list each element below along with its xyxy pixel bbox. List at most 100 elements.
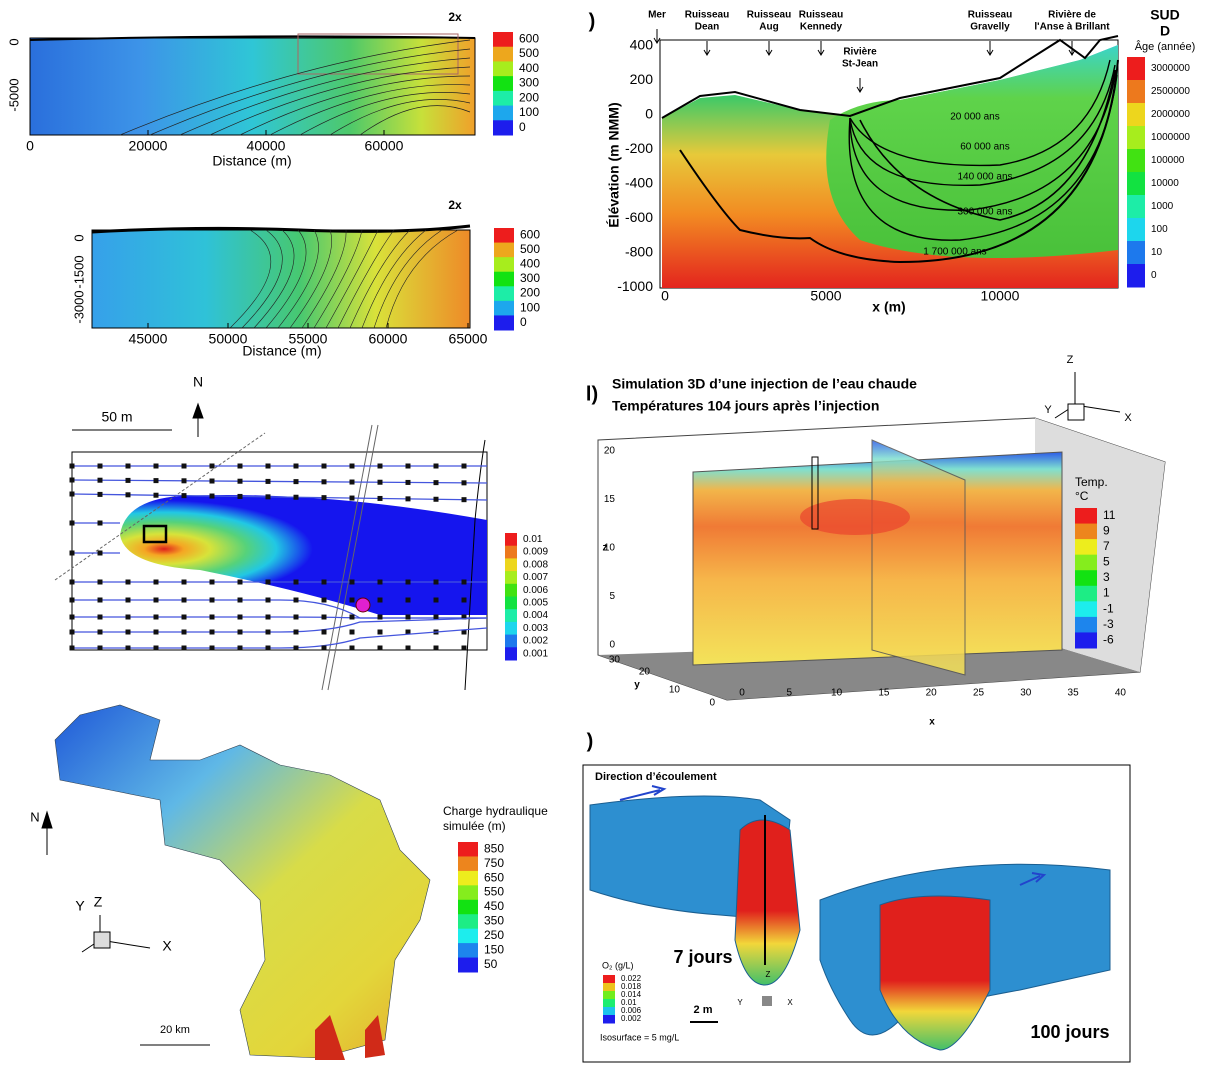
colorbar-label: -6 [1103,632,1114,646]
colorbar-swatch [1127,126,1145,150]
x-tick-label: 40 [1115,688,1127,699]
particle [70,580,75,585]
colorbar-label: 100 [1151,224,1168,235]
colorbar-label: 300 [520,271,540,285]
particle [154,478,159,483]
colorbar-swatch [1127,57,1145,81]
x-tick-label: 10 [831,688,843,699]
colorbar-label: 100 [520,300,540,314]
colorbar-swatch [603,1015,615,1024]
particle [70,646,75,651]
north-label: N [193,374,203,390]
particle [70,551,75,556]
axis-icon-label: X [1124,412,1132,424]
north-arrow [42,812,52,855]
colorbar-swatch [603,1007,615,1016]
colorbar-label: 0 [520,315,527,329]
particle [350,615,355,620]
colorbar-swatch [493,106,513,121]
colorbar-swatch [493,120,513,135]
colorbar-swatch [458,943,478,958]
colorbar-swatch [1075,539,1097,555]
y-tick-label: 20 [639,667,651,678]
colorbar-swatch [505,546,517,559]
particle [350,580,355,585]
time-label: 7 jours [673,947,732,967]
feature-label: l'Anse à Brillant [1034,22,1110,33]
particle [462,598,467,603]
particle [266,598,271,603]
legend-title: Temp. [1075,475,1108,489]
particle [154,598,159,603]
x-tick-label: 60000 [369,331,408,347]
flow-label: Direction d’écoulement [595,771,717,783]
particle [182,464,187,469]
colorbar-label: 200 [520,286,540,300]
x-axis-label: x [929,717,935,728]
colorbar-label: 550 [484,885,504,899]
legend-title: °C [1075,489,1089,503]
colorbar-label: 600 [520,227,540,241]
particle [350,496,355,501]
particle [70,492,75,497]
y-tick-label: -200 [625,140,653,156]
particle [350,480,355,485]
colorbar-swatch [505,597,517,610]
particle [322,598,327,603]
particle [154,615,159,620]
colorbar-swatch [1075,586,1097,602]
feature-label: Ruisseau [685,10,729,21]
x-tick-label: 10000 [981,288,1020,304]
north-label: N [30,809,39,824]
y-axis-label: Élévation (m NMM) [606,102,622,227]
colorbar-label: 0.006 [523,585,548,596]
particle [322,464,327,469]
feature-label: Kennedy [800,22,843,33]
particle [266,580,271,585]
z-axis-label: z [603,543,608,554]
particle [378,646,383,651]
colorbar-swatch [458,842,478,857]
scale-label: 2 m [694,1004,713,1016]
colorbar-swatch [458,871,478,886]
particle [98,646,103,651]
axis-icon-label: Z [766,970,771,979]
colorbar-swatch [603,991,615,1000]
particle [406,480,411,485]
colorbar-swatch [505,647,517,660]
x-tick-label: 15 [878,688,890,699]
colorbar-label: 0.004 [523,610,548,621]
particle [406,496,411,501]
x-tick-label: 60000 [365,138,404,154]
z-tick-label: 15 [604,494,616,505]
isochrone-label: 60 000 ans [960,142,1010,153]
colorbar-label: 1 [1103,586,1110,600]
particle [70,615,75,620]
colorbar-swatch [1075,555,1097,571]
x-tick-label: 25 [973,688,985,699]
particle [266,494,271,499]
colorbar-swatch [1127,149,1145,173]
x-tick-label: 20000 [129,138,168,154]
particle [126,630,131,635]
isochrone-label: 20 000 ans [950,112,1000,123]
colorbar-swatch [1075,570,1097,586]
particle [210,598,215,603]
colorbar-swatch [603,999,615,1008]
y-tick-label: 0 [709,698,715,709]
particle [126,580,131,585]
colorbar-label: -3 [1103,617,1114,631]
colorbar-label: 250 [484,928,504,942]
particle [98,551,103,556]
panel-title: Simulation 3D d’une injection de l’eau c… [612,376,917,392]
particle [406,646,411,651]
particle [98,521,103,526]
colorbar-swatch [1075,632,1097,648]
colorbar-swatch [493,47,513,62]
particle [210,464,215,469]
colorbar-label: 3 [1103,570,1110,584]
particle [182,615,187,620]
colorbar-swatch [505,533,517,546]
particle [406,598,411,603]
particle [294,615,299,620]
